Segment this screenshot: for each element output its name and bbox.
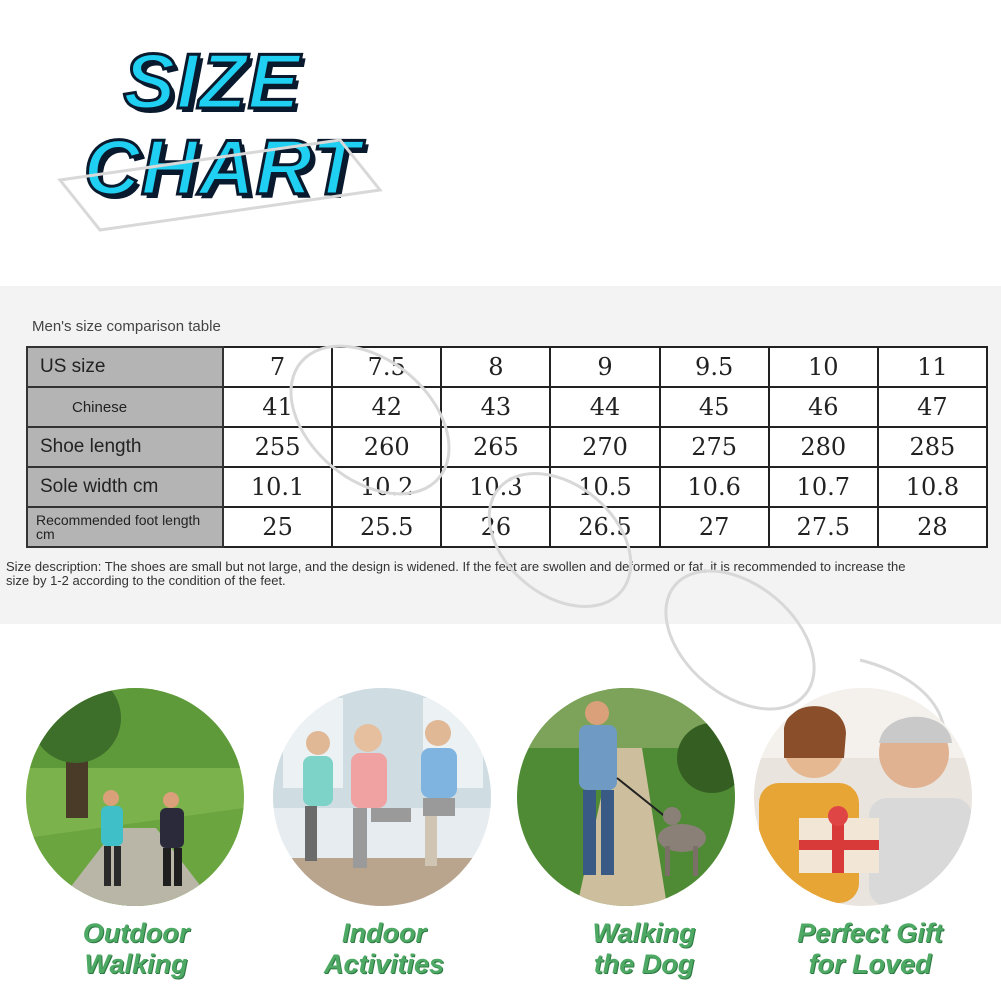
size-table: US size 7 7.5 8 9 9.5 10 11 Chinese 41 4… xyxy=(26,346,989,548)
table-cell: 27 xyxy=(658,506,770,548)
table-row: Chinese 41 42 43 44 45 46 47 xyxy=(26,386,989,428)
activity-label-line: Outdoor xyxy=(82,918,190,948)
table-row: US size 7 7.5 8 9 9.5 10 11 xyxy=(26,346,989,388)
title-line-1: SIZE xyxy=(122,37,301,125)
table-cell: 275 xyxy=(658,426,770,468)
table-cell: 41 xyxy=(221,386,334,428)
row-header: US size xyxy=(26,346,224,388)
table-cell: 8 xyxy=(440,346,552,388)
table-cell: 25.5 xyxy=(331,506,443,548)
table-cell: 285 xyxy=(876,426,989,468)
table-cell: 7 xyxy=(221,346,334,388)
activity-label-line: for Loved xyxy=(808,949,932,979)
activity-label-line: the Dog xyxy=(593,949,695,979)
table-cell: 28 xyxy=(876,506,989,548)
table-cell: 9 xyxy=(549,346,661,388)
table-cell: 265 xyxy=(440,426,552,468)
table-cell: 10.8 xyxy=(876,466,989,508)
activity-label-outdoor-walking: Outdoor Walking xyxy=(16,918,256,980)
row-header: Recommended foot length cm xyxy=(26,506,224,548)
indoor-activities-photo xyxy=(273,688,491,906)
table-row: Sole width cm 10.1 10.2 10.3 10.5 10.6 1… xyxy=(26,466,989,508)
outdoor-walking-photo xyxy=(26,688,244,906)
table-cell: 10 xyxy=(767,346,879,388)
table-cell: 46 xyxy=(767,386,879,428)
gift-photo xyxy=(754,688,972,906)
table-cell: 270 xyxy=(549,426,661,468)
table-row: Recommended foot length cm 25 25.5 26 26… xyxy=(26,506,989,548)
table-cell: 42 xyxy=(331,386,443,428)
table-cell: 280 xyxy=(767,426,879,468)
table-cell: 45 xyxy=(658,386,770,428)
table-cell: 26.5 xyxy=(549,506,661,548)
table-row: Shoe length 255 260 265 270 275 280 285 xyxy=(26,426,989,468)
activity-label-line: Indoor xyxy=(342,918,426,948)
activity-label-line: Walking xyxy=(84,949,188,979)
activity-label-walking-dog: Walking the Dog xyxy=(524,918,764,980)
table-cell: 43 xyxy=(440,386,552,428)
table-cell: 10.6 xyxy=(658,466,770,508)
table-cell: 10.1 xyxy=(221,466,334,508)
table-cell: 260 xyxy=(331,426,443,468)
table-cell: 10.2 xyxy=(331,466,443,508)
activity-label-line: Walking xyxy=(592,918,696,948)
table-cell: 47 xyxy=(876,386,989,428)
row-header: Sole width cm xyxy=(26,466,224,508)
table-cell: 25 xyxy=(221,506,334,548)
size-description: Size description: The shoes are small bu… xyxy=(6,559,906,588)
title-line-2: CHART xyxy=(82,123,361,211)
activity-label-line: Perfect Gift xyxy=(797,918,943,948)
table-cell: 44 xyxy=(549,386,661,428)
activity-label-line: Activities xyxy=(323,949,445,979)
table-cell: 9.5 xyxy=(658,346,770,388)
table-cell: 10.3 xyxy=(440,466,552,508)
row-header: Chinese xyxy=(26,386,224,428)
table-cell: 7.5 xyxy=(331,346,443,388)
table-cell: 10.7 xyxy=(767,466,879,508)
table-cell: 27.5 xyxy=(767,506,879,548)
table-caption: Men's size comparison table xyxy=(32,318,221,335)
table-cell: 10.5 xyxy=(549,466,661,508)
table-cell: 26 xyxy=(440,506,552,548)
row-header: Shoe length xyxy=(26,426,224,468)
activity-label-perfect-gift: Perfect Gift for Loved xyxy=(750,918,990,980)
walking-dog-photo xyxy=(517,688,735,906)
table-cell: 255 xyxy=(221,426,334,468)
activity-label-indoor-activities: Indoor Activities xyxy=(264,918,504,980)
table-cell: 11 xyxy=(876,346,989,388)
